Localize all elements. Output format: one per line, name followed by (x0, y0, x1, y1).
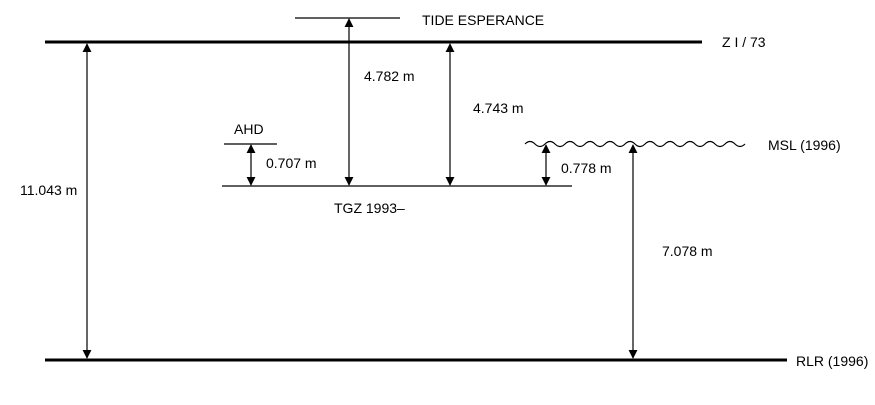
msl-label: MSL (1996) (768, 137, 841, 153)
measure-msl-to-tgz: 0.778 m (561, 160, 612, 176)
tide-esperance-label: TIDE ESPERANCE (422, 12, 544, 28)
ahd-label: AHD (234, 121, 264, 137)
rlr-label: RLR (1996) (796, 353, 868, 369)
measure-ahd-to-tgz: 0.707 m (266, 155, 317, 171)
msl-wavy-line (524, 140, 746, 148)
measure-zi73-to-tgz: 4.743 m (473, 100, 524, 116)
zi73-label: Z I / 73 (722, 34, 766, 50)
measure-msl-to-rlr: 7.078 m (662, 243, 713, 259)
measure-rlr-to-zi73: 11.043 m (20, 182, 77, 198)
tgz-label: TGZ 1993– (334, 200, 405, 216)
measure-tide-to-tgz: 4.782 m (364, 68, 415, 84)
